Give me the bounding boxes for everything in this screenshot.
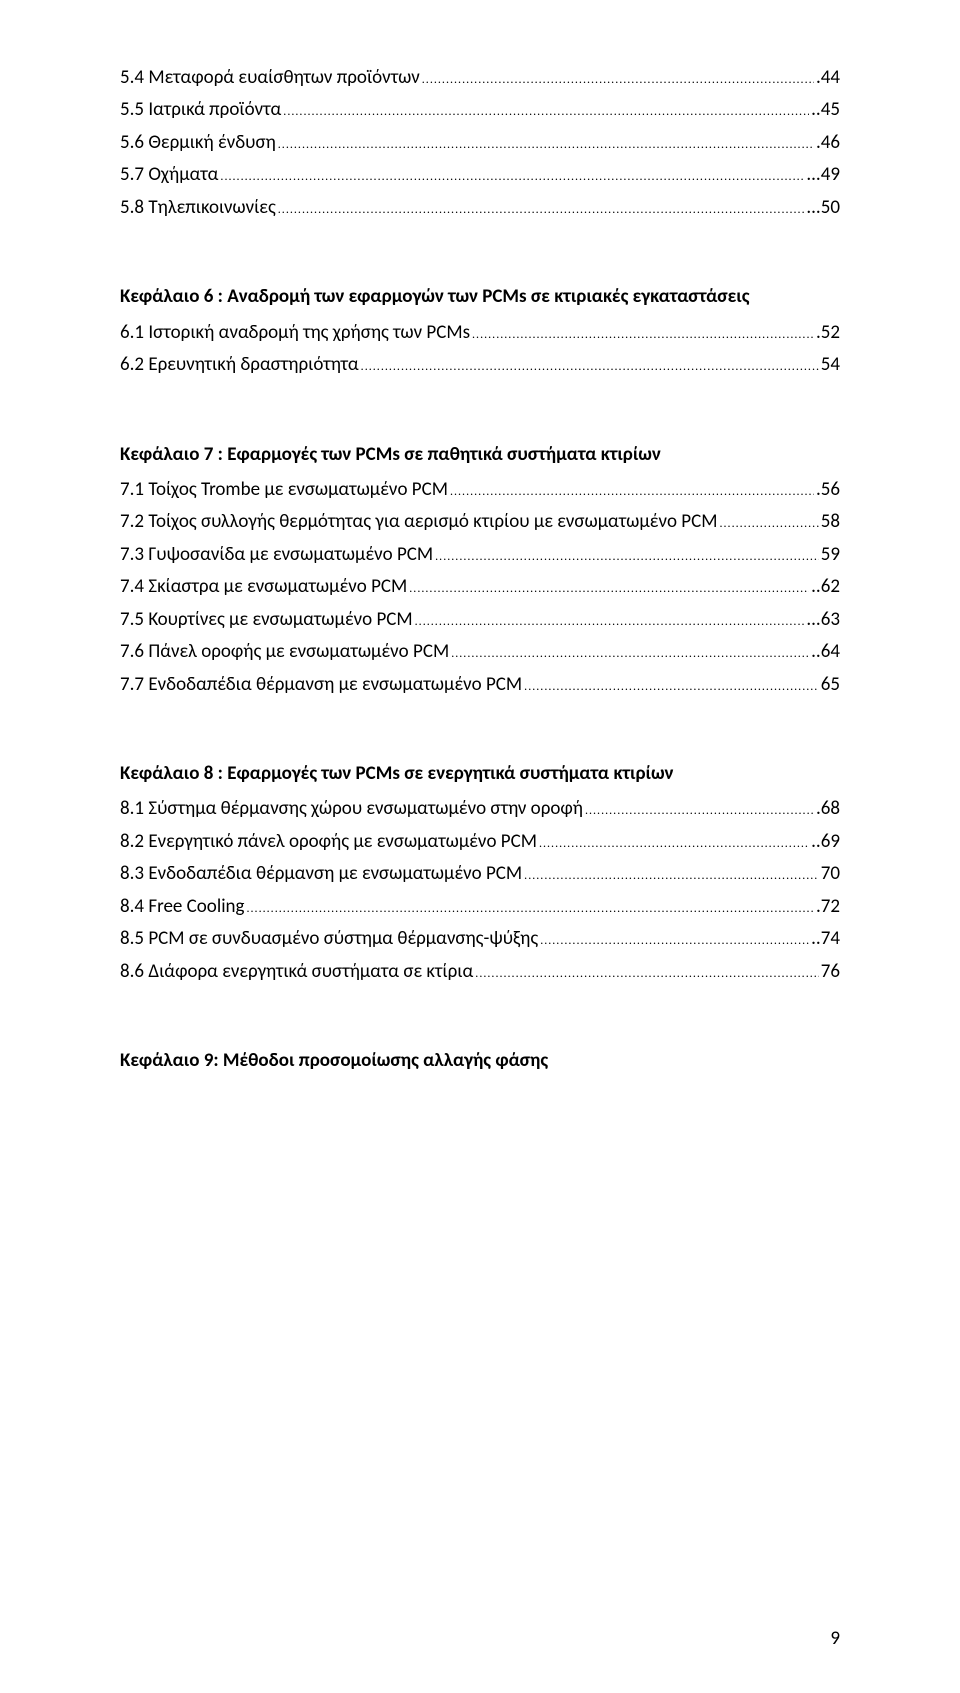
toc-entry-label: 7.3 Γυψοσανίδα με ενσωματωμένο PCM [120, 540, 433, 569]
chapter-title: Κεφάλαιο 9: Μέθοδοι προσομοίωσης αλλαγής… [120, 1046, 840, 1075]
toc-entry: 7.1 Τοίχος Trombe με ενσωματωμένο PCM .56 [120, 475, 840, 504]
toc-entry: 7.6 Πάνελ οροφής με ενσωματωμένο PCM ..64 [120, 637, 840, 666]
toc-entry-label: 6.2 Ερευνητική δραστηριότητα [120, 350, 359, 379]
toc-entry-label: 7.6 Πάνελ οροφής με ενσωματωμένο PCM [120, 637, 449, 666]
toc-entry-label: 8.2 Ενεργητικό πάνελ οροφής με ενσωματωμ… [120, 827, 537, 856]
toc-leader-dots [409, 572, 809, 601]
toc-entry-page: ..74 [811, 924, 840, 953]
document-page: 5.4 Μεταφορά ευαίσθητων προϊόντων .44 5.5 … [0, 0, 960, 1693]
toc-leader-dots [278, 193, 805, 222]
toc-leader-dots [585, 794, 814, 823]
toc-entry: 8.6 Διάφορα ενεργητικά συστήματα σε κτίρ… [120, 957, 840, 986]
toc-leader-dots [539, 827, 809, 856]
toc-entry-page: .46 [816, 128, 840, 157]
toc-entry-page: ..64 [811, 637, 840, 666]
toc-entry-page: .72 [816, 892, 840, 921]
toc-entry-page: ...63 [806, 605, 840, 634]
toc-entry-label: 8.5 PCM σε συνδυασμένο σύστημα θέρμανσης… [120, 924, 538, 953]
toc-leader-dots [472, 318, 814, 347]
toc-entry-label: 8.6 Διάφορα ενεργητικά συστήματα σε κτίρ… [120, 957, 473, 986]
toc-entry-page: 54 [821, 350, 840, 379]
toc-entry-label: 7.4 Σκίαστρα με ενσωματωμένο PCM [120, 572, 407, 601]
toc-leader-dots [422, 63, 814, 92]
toc-entry-page: .56 [816, 475, 840, 504]
toc-entry-page: .44 [816, 63, 840, 92]
toc-entry-label: 5.5 Ιατρικά προϊόντα [120, 95, 281, 124]
page-number: 9 [830, 1624, 840, 1653]
toc-entry-label: 5.8 Τηλεπικοινωνίες [120, 193, 276, 222]
toc-entry: 7.5 Κουρτίνες με ενσωματωμένο PCM ...63 [120, 605, 840, 634]
toc-entry-label: 7.2 Τοίχος συλλογής θερμότητας για αερισ… [120, 507, 717, 536]
toc-leader-dots [524, 670, 819, 699]
toc-leader-dots [450, 475, 814, 504]
toc-leader-dots [719, 507, 818, 536]
toc-entry: 7.3 Γυψοσανίδα με ενσωματωμένο PCM 59 [120, 540, 840, 569]
toc-entry-label: 8.1 Σύστημα θέρμανσης χώρου ενσωματωμένο… [120, 794, 583, 823]
toc-entry-label: 6.1 Ιστορική αναδρομή της χρήσης των PCM… [120, 318, 470, 347]
toc-leader-dots [415, 605, 805, 634]
toc-entry: 7.2 Τοίχος συλλογής θερμότητας για αερισ… [120, 507, 840, 536]
toc-entry-page: 58 [821, 507, 840, 536]
toc-entry-page: ..62 [811, 572, 840, 601]
toc-leader-dots [435, 540, 819, 569]
toc-entry: 7.7 Ενδοδαπέδια θέρμανση με ενσωματωμένο… [120, 670, 840, 699]
toc-entry: 6.2 Ερευνητική δραστηριότητα 54 [120, 350, 840, 379]
toc-entry: 8.5 PCM σε συνδυασμένο σύστημα θέρμανσης… [120, 924, 840, 953]
toc-entry: 7.4 Σκίαστρα με ενσωματωμένο PCM ..62 [120, 572, 840, 601]
toc-entry-page: 65 [821, 670, 840, 699]
chapter-title: Κεφάλαιο 6 : Αναδρομή των εφαρμογών των … [120, 282, 840, 311]
toc-entry-page: .52 [816, 318, 840, 347]
chapter-title: Κεφάλαιο 8 : Εφαρμογές των PCMs σε ενεργ… [120, 759, 840, 788]
toc-leader-dots [451, 637, 809, 666]
toc-entry-page: ..45 [811, 95, 840, 124]
toc-leader-dots [540, 924, 809, 953]
toc-entry-label: 7.5 Κουρτίνες με ενσωματωμένο PCM [120, 605, 413, 634]
chapter-title: Κεφάλαιο 7 : Εφαρμογές των PCMs σε παθητ… [120, 440, 840, 469]
toc-entry: 8.4 Free Cooling .72 [120, 892, 840, 921]
toc-leader-dots [361, 350, 819, 379]
toc-entry-page: 59 [821, 540, 840, 569]
toc-entry-label: 5.7 Οχήματα [120, 160, 218, 189]
toc-entry: 5.8 Τηλεπικοινωνίες ...50 [120, 193, 840, 222]
toc-leader-dots [283, 95, 809, 124]
toc-entry: 8.1 Σύστημα θέρμανσης χώρου ενσωματωμένο… [120, 794, 840, 823]
toc-leader-dots [475, 957, 818, 986]
toc-entry-label: 7.7 Ενδοδαπέδια θέρμανση με ενσωματωμένο… [120, 670, 522, 699]
toc-entry: 8.3 Ενδοδαπέδια θέρμανση με ενσωματωμένο… [120, 859, 840, 888]
toc-entry-label: 8.3 Ενδοδαπέδια θέρμανση με ενσωματωμένο… [120, 859, 522, 888]
toc-entry-page: ..69 [811, 827, 840, 856]
toc-leader-dots [220, 160, 804, 189]
toc-entry-page: 76 [821, 957, 840, 986]
toc-entry-page: .68 [816, 794, 840, 823]
toc-leader-dots [278, 128, 814, 157]
toc-leader-dots [524, 859, 819, 888]
toc-entry: 5.7 Οχήματα ...49 [120, 160, 840, 189]
toc-entry-page: 70 [821, 859, 840, 888]
toc-entry-page: ...49 [806, 160, 840, 189]
toc-entry: 5.5 Ιατρικά προϊόντα ..45 [120, 95, 840, 124]
toc-entry-label: 5.4 Μεταφορά ευαίσθητων προϊόντων [120, 63, 420, 92]
toc-entry: 6.1 Ιστορική αναδρομή της χρήσης των PCM… [120, 318, 840, 347]
toc-entry: 5.4 Μεταφορά ευαίσθητων προϊόντων .44 [120, 63, 840, 92]
toc-entry-label: 7.1 Τοίχος Trombe με ενσωματωμένο PCM [120, 475, 448, 504]
toc-entry-label: 5.6 Θερμική ένδυση [120, 128, 276, 157]
toc-entry: 8.2 Ενεργητικό πάνελ οροφής με ενσωματωμ… [120, 827, 840, 856]
table-of-contents: 5.4 Μεταφορά ευαίσθητων προϊόντων .44 5.5 … [120, 63, 840, 1076]
toc-entry-page: ...50 [806, 193, 840, 222]
toc-entry: 5.6 Θερμική ένδυση .46 [120, 128, 840, 157]
toc-leader-dots [246, 892, 813, 921]
toc-entry-label: 8.4 Free Cooling [120, 892, 244, 921]
